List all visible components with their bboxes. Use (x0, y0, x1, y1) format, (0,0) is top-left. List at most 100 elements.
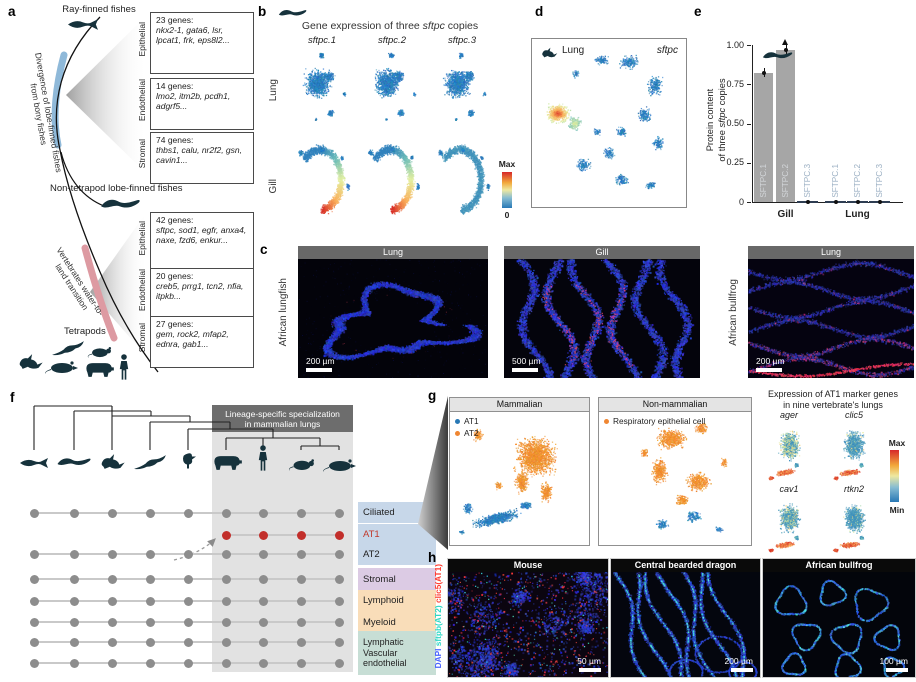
scalebar: 100 µm (879, 656, 908, 672)
bar-label: SFTPC.2 (848, 164, 867, 198)
colorbar-zero-label: 0 (504, 210, 510, 220)
data-point-dot (855, 200, 860, 204)
mammalian-legend: AT1 AT2 (455, 416, 479, 440)
tetrapods-label: Tetrapods (64, 326, 106, 337)
data-point-dot (877, 200, 882, 204)
mammalian-umap-box: Mammalian AT1 AT2 (449, 397, 590, 546)
data-point-triangle (782, 38, 788, 45)
organ-label: Lung (562, 45, 585, 56)
bar-label: SFTPC.3 (870, 164, 889, 198)
gene-count: 42 genes: (156, 215, 194, 225)
ray-finned-fishes-label: Ray-finned fishes (62, 4, 136, 15)
bar-label: SFTPC.1 (754, 164, 773, 198)
micrograph-mouse-canvas (448, 572, 608, 677)
cell-presence-dot (296, 530, 306, 540)
stain-legend-text: DAPI sftpb(AT2) clic5(AT1) (433, 564, 443, 668)
umap-gill-sftpc3-canvas (430, 144, 494, 228)
cell-type-label-myeloid: Myeloid (358, 611, 436, 633)
feature-cav1-canvas (760, 494, 818, 554)
micrograph-title: Mouse (448, 559, 608, 572)
umap-gill-sftpc1-canvas (290, 144, 354, 228)
panel-c: c African lungfish Lung 200 µm Gill 500 … (258, 240, 916, 385)
lungfish-branch (60, 151, 105, 207)
micrograph-lungfish-lung-canvas (298, 259, 488, 378)
feature-colorbar-min: Min (889, 505, 905, 515)
cell-presence-dot (296, 549, 306, 559)
panel-b-title: Gene expression of three sftpc copies (274, 20, 506, 32)
cell-presence-dot (183, 508, 193, 518)
scalebar-line (579, 668, 601, 672)
cell-presence-dot (334, 617, 344, 627)
cell-presence-dot (296, 574, 306, 584)
bar-label: SFTPC.1 (826, 164, 845, 198)
non-mammalian-umap-box: Non-mammalian Respiratory epithelial cel… (598, 397, 752, 546)
legend-label: AT2 (464, 428, 479, 438)
cell-presence-dot (107, 549, 117, 559)
umap-gill-sftpc2-canvas (360, 144, 424, 228)
cell-type-label-stromal: Stromal (358, 568, 436, 590)
cell-presence-dot (258, 658, 268, 668)
micrograph-title: Lung (748, 246, 914, 259)
at1-origin-arrow (173, 538, 216, 561)
bar-label-text: SFTPC.2 (781, 164, 790, 198)
panel-f-label: f (10, 390, 15, 405)
micrograph-bullfrog-lung-canvas (748, 259, 914, 378)
gene-box-stromal-2: 27 genes: gem, rock2, mfap2, ednra, gab1… (150, 316, 254, 368)
group-label-lung: Lung (845, 209, 870, 220)
gene-box-endothelial-1: 14 genes: lmo2, itm2b, pcdh1, adgrf5... (150, 78, 254, 130)
highlight-title-line1: Lineage-specific specialization (225, 409, 340, 419)
row-lung: Lung (268, 60, 279, 120)
gene-list: gem, rock2, mfap2, ednra, gab1... (156, 328, 229, 349)
micrograph-title: Gill (504, 246, 700, 259)
cell-presence-dot (145, 617, 155, 627)
cell-presence-dot (183, 617, 193, 627)
legend-label: Respiratory epithelial cell (613, 416, 706, 426)
umap-lung-sftpc3-canvas (430, 47, 494, 127)
data-point-dot (833, 200, 838, 204)
cell-presence-dot (221, 508, 231, 518)
gene-box-epithelial-2: 42 genes: sftpc, sod1, egfr, anxa4, naxe… (150, 212, 254, 272)
cell-presence-dot (29, 637, 39, 647)
transition-band-red (81, 244, 118, 342)
micrograph-title: African bullfrog (763, 559, 915, 572)
cell-type-label-vascular-endothelial: Vascular endothelial (363, 647, 407, 669)
cell-type-label-at2: AT2 (358, 543, 436, 565)
scalebar-line (512, 368, 538, 372)
bar-label-text: SFTPC.3 (875, 164, 884, 198)
side-label-epithelial-2: Epithelial (135, 212, 148, 264)
cell-type-dot-matrix (6, 390, 442, 682)
cell-presence-dot (296, 637, 306, 647)
umap-lung-sftpc2-canvas (360, 47, 424, 127)
cell-presence-dot (145, 596, 155, 606)
panel-b-label: b (258, 4, 267, 19)
micrograph-dragon-canvas (611, 572, 760, 677)
mammalian-title: Mammalian (450, 398, 589, 412)
cell-presence-dot (221, 596, 231, 606)
bar-label-text: SFTPC.2 (853, 164, 862, 198)
gene-list: thbs1, calu, nr2f2, gsn, cavin1... (156, 144, 242, 165)
stain-legend: DAPI sftpb(AT2) clic5(AT1) (433, 564, 443, 674)
micrograph-bullfrog: African bullfrog 100 µm (762, 558, 916, 678)
scalebar-text: 200 µm (306, 356, 335, 366)
umap-lung-sftpc1-canvas (290, 47, 354, 127)
panel-e: e Protein content of three sftpc copies … (688, 0, 916, 235)
gene-box-epithelial-1: 23 genes: nkx2-1, gata6, lsr, lpcat1, fr… (150, 12, 254, 74)
cell-presence-dot (69, 508, 79, 518)
gene-count: 27 genes: (156, 319, 194, 329)
non-tetrapod-label: Non-tetrapod lobe-finned fishes (50, 183, 183, 194)
cell-presence-dot (107, 596, 117, 606)
mouse-icon (86, 344, 112, 358)
cell-presence-dot (258, 574, 268, 584)
gene-clic5: clic5 (844, 410, 863, 420)
colorbar-max-label: Max (498, 159, 516, 169)
data-point-dot (805, 200, 810, 204)
group-label-gill: Gill (777, 209, 794, 220)
cell-presence-dot (107, 508, 117, 518)
clic5-at1-label: clic5(AT1) (433, 564, 443, 604)
cell-presence-dot (107, 637, 117, 647)
gene-list: nkx2-1, gata6, lsr, lpcat1, frk, eps8l2.… (156, 24, 230, 45)
y-tick-label: 0 (738, 196, 744, 207)
side-label-endothelial-1: Endothelial (135, 78, 148, 122)
bar-gill-SFTPC.2 (776, 49, 795, 202)
cell-presence-dot (29, 549, 39, 559)
